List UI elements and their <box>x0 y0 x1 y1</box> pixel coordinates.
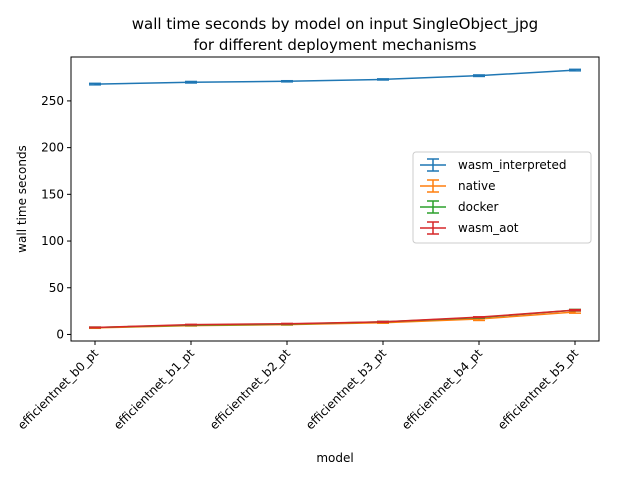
legend-item-docker: docker <box>420 200 498 214</box>
x-axis: efficientnet_b0_pt efficientnet_b1_pt effi… <box>15 341 581 432</box>
y-tick-label: 150 <box>41 187 64 201</box>
x-tick-label: efficientnet_b0_pt <box>15 346 101 432</box>
y-tick-label: 50 <box>49 281 64 295</box>
legend-item-wasm_interpreted: wasm_interpreted <box>420 158 566 172</box>
legend-item-native: native <box>420 179 495 193</box>
chart-title: wall time seconds by model on input Sing… <box>132 15 538 34</box>
error-bar-wasm_aot <box>89 326 101 329</box>
error-bar-wasm_aot <box>377 320 389 323</box>
y-tick-label: 0 <box>56 327 64 341</box>
error-bar-wasm_aot <box>281 322 293 325</box>
legend-item-wasm_aot: wasm_aot <box>420 221 519 235</box>
series-line-wasm_aot <box>94 309 576 329</box>
error-bar-wasm_interpreted <box>281 79 293 83</box>
y-axis-label: wall time seconds <box>15 145 29 253</box>
error-bar-wasm_interpreted <box>89 82 101 86</box>
error-bar-wasm_aot <box>473 316 485 319</box>
legend-frame <box>412 151 592 244</box>
error-bar-wasm_aot <box>569 308 581 312</box>
error-bar-wasm_interpreted <box>185 80 197 84</box>
error-bar-wasm_interpreted <box>569 68 581 72</box>
legend-label: docker <box>458 200 498 214</box>
error-bar-wasm_aot <box>185 323 197 326</box>
error-bar-wasm_interpreted <box>377 78 389 81</box>
x-tick-label: efficientnet_b4_pt <box>399 346 485 432</box>
error-bar-wasm_interpreted <box>473 74 485 78</box>
y-tick-label: 100 <box>41 234 64 248</box>
x-tick-label: efficientnet_b3_pt <box>303 346 389 432</box>
legend-label: wasm_aot <box>458 221 519 235</box>
x-tick-label: efficientnet_b2_pt <box>207 346 293 432</box>
legend-label: native <box>458 179 495 193</box>
y-tick-label: 250 <box>41 94 64 108</box>
y-axis: 0 50 100 150 200 250 <box>41 94 71 341</box>
chart-subtitle: for different deployment mechanisms <box>193 36 476 54</box>
y-tick-label: 200 <box>41 141 64 155</box>
series-line-wasm_interpreted <box>94 69 576 85</box>
legend-label: wasm_interpreted <box>458 158 566 172</box>
x-tick-label: efficientnet_b5_pt <box>495 346 581 432</box>
plot-frame <box>70 56 600 342</box>
x-tick-label: efficientnet_b1_pt <box>111 346 197 432</box>
plot-area <box>89 68 581 330</box>
x-axis-label: model <box>316 451 353 465</box>
